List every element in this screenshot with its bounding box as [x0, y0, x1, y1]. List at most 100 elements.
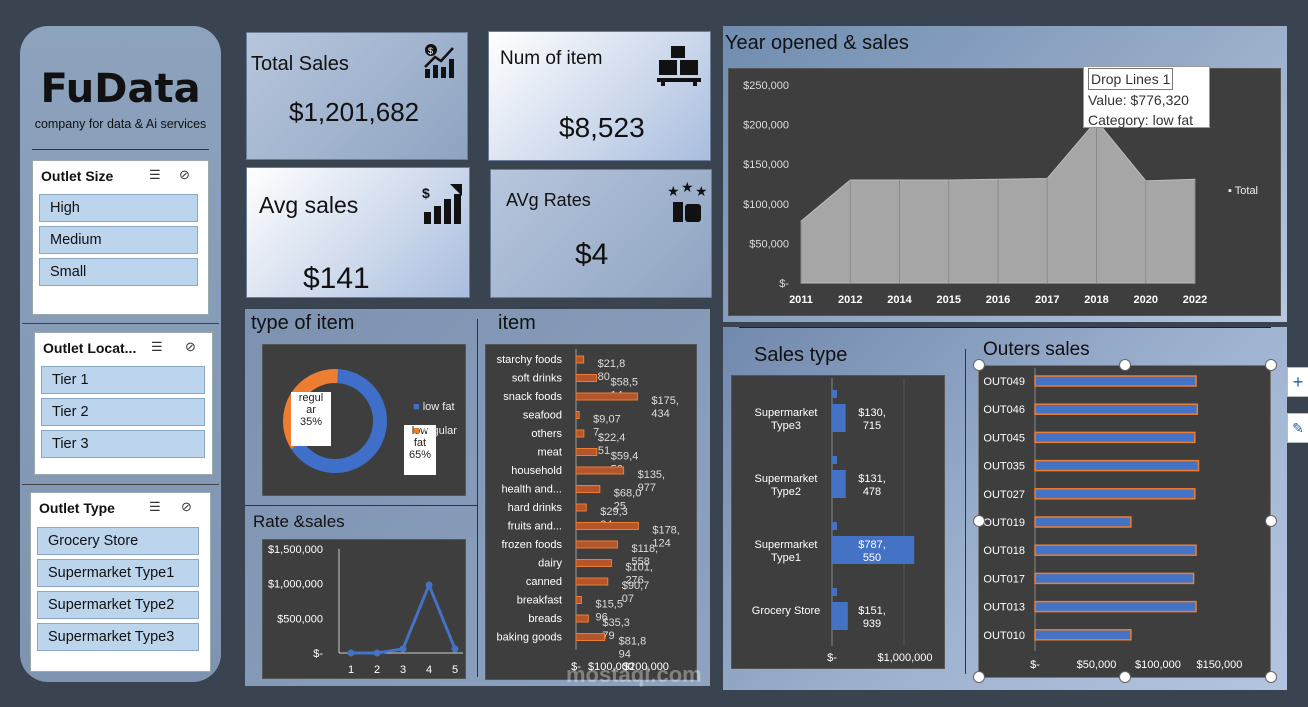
data-label: $15,5 96	[595, 599, 623, 624]
data-point	[425, 581, 433, 589]
x-tick-label: $-	[1030, 659, 1040, 671]
bar	[575, 374, 597, 382]
resize-handle[interactable]	[1265, 515, 1277, 527]
data-label: $135, 977	[638, 469, 666, 494]
resize-handle[interactable]	[1119, 359, 1131, 371]
resize-handle[interactable]	[1265, 671, 1277, 683]
multi-select-icon[interactable]: ☰	[149, 499, 161, 514]
x-tick-label: $-	[827, 652, 837, 664]
category-label: canned	[526, 576, 562, 588]
clear-filter-icon[interactable]: ⊘	[179, 167, 190, 182]
slicer-outlet-location: Outlet Locat... ☰ ⊘ Tier 1 Tier 2 Tier 3	[34, 332, 213, 475]
svg-text:★: ★	[681, 182, 694, 195]
multi-select-icon[interactable]: ☰	[151, 339, 163, 354]
bar	[575, 429, 585, 438]
slicer-outlet-type: Outlet Type ☰ ⊘ Grocery Store Supermarke…	[30, 492, 211, 672]
tooltip-line: Value: $776,320	[1088, 92, 1189, 108]
category-label: OUT049	[983, 376, 1025, 388]
category-label: snack foods	[503, 391, 562, 403]
x-tick-label: $200,000	[623, 661, 669, 673]
resize-handle[interactable]	[1265, 359, 1277, 371]
category-label: baking goods	[497, 632, 563, 644]
category-label: starchy foods	[497, 354, 563, 366]
slicer-item-supermarket2[interactable]: Supermarket Type2	[37, 591, 199, 619]
kpi-title: Num of item	[500, 48, 603, 69]
stype-svg: Supermarket Type3 $130, 715 Supermarket Type2…	[752, 378, 933, 664]
chart-style-button[interactable]: ✎	[1287, 413, 1308, 443]
category-label: Supermarket Type3	[755, 407, 818, 432]
category-label: Supermarket Type1	[755, 539, 818, 564]
data-label: $130, 715	[858, 407, 886, 432]
category-label: OUT045	[983, 432, 1025, 444]
slicer-item-grocery[interactable]: Grocery Store	[37, 527, 199, 555]
bar-small	[832, 390, 837, 398]
slicer-item-tier1[interactable]: Tier 1	[41, 366, 205, 394]
svg-text:★: ★	[695, 183, 708, 199]
bar	[1034, 544, 1197, 556]
data-label: $9,07 7	[593, 414, 621, 439]
bar	[1034, 572, 1195, 585]
type-donut-chart[interactable]: regul ar 35% low fat 65% ■ low fat ■ reg…	[262, 344, 466, 496]
category-label: OUT018	[983, 545, 1025, 557]
bar	[575, 559, 612, 567]
bar	[575, 633, 606, 641]
slicer-item-supermarket1[interactable]: Supermarket Type1	[37, 559, 199, 587]
clear-filter-icon[interactable]: ⊘	[181, 499, 192, 514]
svg-text:$: $	[428, 46, 433, 56]
kpi-total-sales: Total Sales $1,201,682 $	[246, 32, 468, 160]
category-label: OUT010	[983, 630, 1025, 642]
slicer-item-high[interactable]: High	[39, 194, 198, 222]
panel-title: Year opened & sales	[725, 32, 909, 54]
bar	[1034, 629, 1132, 641]
x-tick-label: 2022	[1183, 294, 1207, 306]
legend-regular: ■ regular	[413, 425, 457, 437]
x-tick-label: 3	[400, 664, 406, 676]
y-tick-label: $500,000	[277, 613, 323, 625]
brand-logo: FuData	[40, 66, 201, 112]
sales-type-chart[interactable]: Supermarket Type3 $130, 715 Supermarket Type2…	[731, 375, 945, 669]
chart-tooltip: Drop Lines 1 Value: $776,320 Category: l…	[1083, 66, 1210, 128]
data-label-regular: regul ar 35%	[291, 392, 331, 446]
data-label: $118, 558	[631, 543, 658, 568]
resize-handle[interactable]	[973, 515, 985, 527]
category-label: health and...	[501, 484, 562, 496]
bar	[575, 448, 598, 456]
slicer-item-supermarket3[interactable]: Supermarket Type3	[37, 623, 199, 651]
y-tick-label: $100,000	[743, 199, 789, 211]
slicer-item-small[interactable]: Small	[39, 258, 198, 286]
category-label: Grocery Store	[752, 605, 820, 617]
bar	[1034, 459, 1200, 472]
multi-select-icon[interactable]: ☰	[149, 167, 161, 182]
data-label: $90,7 07	[622, 580, 650, 605]
bar-small	[832, 522, 837, 530]
y-tick-label: $200,000	[743, 120, 789, 132]
rate-line-chart[interactable]: $1,500,000 $1,000,000 $500,000 $- 1 2 3 4 5	[262, 539, 466, 679]
data-label: $21,8 80	[598, 358, 626, 383]
category-label: breads	[528, 613, 562, 625]
x-tick-label: 2020	[1134, 294, 1158, 306]
legend-label: low fat	[422, 401, 455, 413]
panel-title: Outers sales	[983, 339, 1090, 360]
resize-handle[interactable]	[973, 359, 985, 371]
outers-chart[interactable]: OUT049 OUT046 OUT045 OUT035 OUT027 OUT019 OUT0…	[978, 365, 1271, 678]
panel-title: type of item	[251, 312, 355, 334]
resize-handle[interactable]	[973, 671, 985, 683]
items-panel: type of item item regul ar 35% low fat 6…	[245, 309, 710, 686]
y-tick-label: $250,000	[743, 80, 789, 92]
resize-handle[interactable]	[1119, 671, 1131, 683]
slicer-item-tier3[interactable]: Tier 3	[41, 430, 205, 458]
category-label: meat	[538, 447, 562, 459]
bar	[575, 503, 587, 512]
clear-filter-icon[interactable]: ⊘	[185, 339, 196, 354]
year-sales-panel: Year opened & sales $250,000 $200,000 $150…	[723, 26, 1287, 322]
slicer-item-tier2[interactable]: Tier 2	[41, 398, 205, 426]
x-tick-label: 2018	[1084, 294, 1108, 306]
add-chart-element-button[interactable]: +	[1287, 367, 1308, 397]
slicer-item-medium[interactable]: Medium	[39, 226, 198, 254]
category-label: Supermarket Type2	[755, 473, 818, 498]
kpi-num-item: Num of item $8,523	[488, 31, 711, 161]
x-tick-label: 2014	[887, 294, 912, 306]
x-tick-label: 1	[348, 664, 354, 676]
category-label: hard drinks	[508, 502, 563, 514]
